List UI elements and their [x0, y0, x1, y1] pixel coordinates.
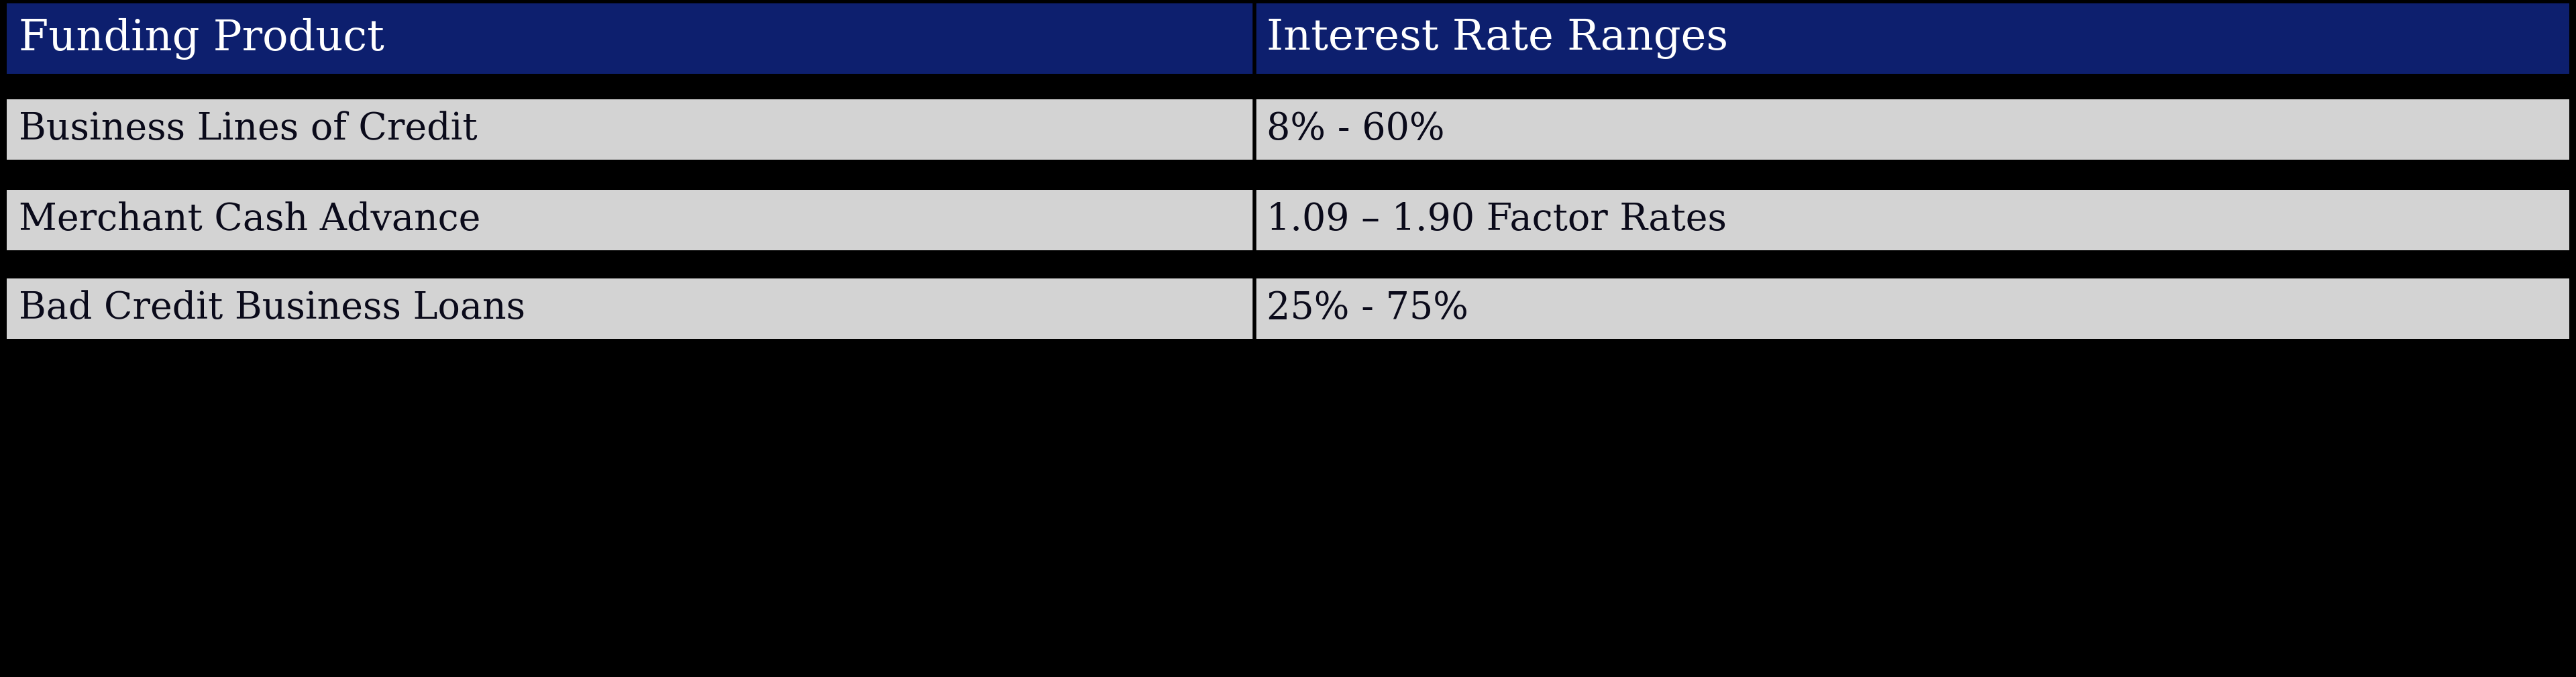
Text: Business Lines of Credit: Business Lines of Credit: [18, 111, 477, 148]
Text: 8% - 60%: 8% - 60%: [1267, 111, 1445, 148]
Text: 25% - 75%: 25% - 75%: [1267, 290, 1468, 327]
Bar: [8, 3, 2568, 74]
Bar: [8, 100, 2568, 160]
Text: Merchant Cash Advance: Merchant Cash Advance: [18, 202, 482, 238]
Text: Bad Credit Business Loans: Bad Credit Business Loans: [18, 290, 526, 327]
Text: Interest Rate Ranges: Interest Rate Ranges: [1267, 18, 1728, 59]
Text: 1.09 – 1.90 Factor Rates: 1.09 – 1.90 Factor Rates: [1267, 202, 1726, 238]
Text: Funding Product: Funding Product: [18, 18, 384, 60]
Bar: [8, 278, 2568, 338]
Bar: [8, 190, 2568, 250]
